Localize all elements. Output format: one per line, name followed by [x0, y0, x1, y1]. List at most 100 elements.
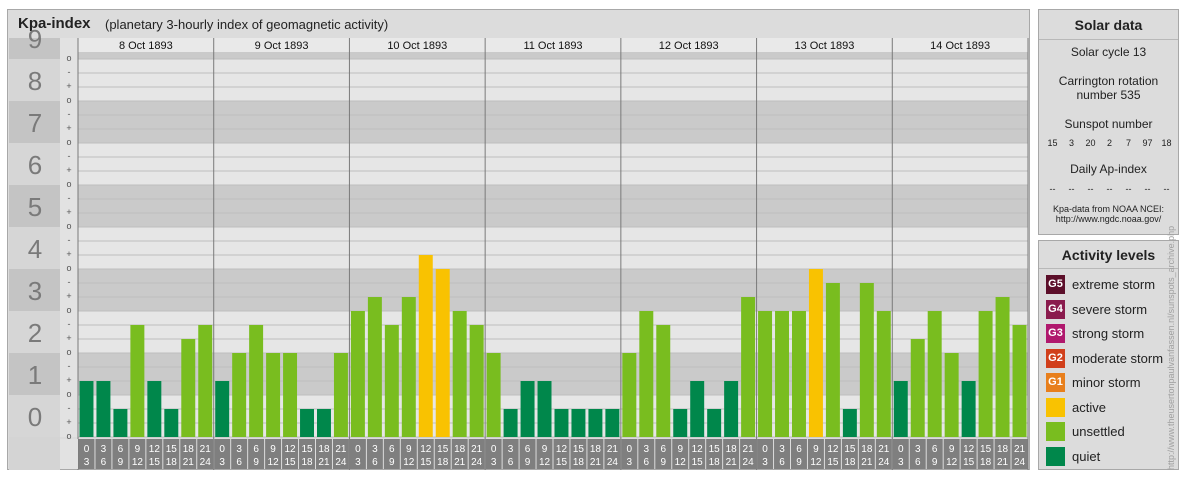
hour-label-start: 18 — [861, 444, 873, 455]
hour-label-box — [95, 439, 112, 469]
day-label: 13 Oct 1893 — [794, 40, 854, 52]
kp-bar — [113, 408, 128, 437]
kp-bar — [452, 311, 467, 437]
hour-label-end: 6 — [644, 457, 650, 468]
hour-label-end: 3 — [84, 457, 90, 468]
hour-label-end: 24 — [471, 457, 483, 468]
y-tick-label: 7 — [28, 108, 42, 138]
hour-label-start: 21 — [743, 444, 755, 455]
y-tick-label: 4 — [28, 234, 42, 264]
kp-bar — [384, 324, 399, 437]
kp-bar — [656, 324, 671, 437]
hour-label-box — [316, 439, 332, 469]
kp-bar — [198, 324, 213, 437]
minor-tick-label: - — [68, 109, 71, 119]
hour-label-box — [417, 439, 434, 469]
hour-label-end: 9 — [796, 457, 802, 468]
minor-tick-label: + — [66, 291, 71, 301]
level-label: strong storm — [1072, 326, 1145, 341]
hour-label-box — [502, 439, 519, 469]
kp-bar — [469, 324, 484, 437]
level-swatch: G1 — [1046, 373, 1065, 392]
ap-value: -- — [1144, 184, 1151, 194]
hour-label-box — [943, 439, 960, 469]
hour-label-start: 15 — [166, 444, 178, 455]
minor-tick-label: o — [66, 305, 71, 315]
kp-bar — [350, 311, 365, 437]
hour-label-box — [807, 439, 824, 469]
hour-label-box — [875, 439, 892, 469]
hour-label-box — [774, 439, 790, 469]
hour-label-end: 21 — [997, 457, 1009, 468]
kp-bar — [707, 408, 722, 437]
level-label: quiet — [1072, 448, 1101, 464]
hour-label-end: 9 — [253, 457, 259, 468]
kp-bar — [554, 408, 569, 437]
hour-label-box — [824, 439, 841, 469]
hour-label-box — [757, 439, 774, 469]
hour-axis-corner — [60, 439, 78, 469]
hour-label-start: 9 — [949, 444, 955, 455]
kp-bar — [825, 282, 840, 437]
hour-label-box — [1011, 439, 1028, 469]
hour-label-start: 15 — [573, 444, 585, 455]
kp-bar — [741, 297, 756, 437]
hour-label-box — [536, 439, 553, 469]
hour-label-start: 0 — [491, 444, 497, 455]
hour-label-box — [638, 439, 655, 469]
hour-label-start: 3 — [101, 444, 107, 455]
hour-label-end: 18 — [709, 457, 721, 468]
hour-label-end: 3 — [355, 457, 361, 468]
minor-tick-label: + — [66, 417, 71, 427]
minor-tick-label: o — [66, 95, 71, 105]
kp-bar — [910, 339, 925, 437]
kp-bar — [792, 311, 806, 437]
hour-label-start: 21 — [878, 444, 890, 455]
hour-label-start: 15 — [301, 444, 313, 455]
y-tick-label: 8 — [28, 66, 42, 96]
kp-bar — [995, 297, 1010, 437]
source-line-2: http://www.ngdc.noaa.gov/ — [1055, 214, 1162, 224]
band-8 — [78, 59, 1028, 101]
kp-bar — [164, 408, 179, 437]
hour-label-end: 3 — [491, 457, 497, 468]
minor-tick-label: + — [66, 333, 71, 343]
hour-label-end: 12 — [132, 457, 144, 468]
hour-label-box — [265, 439, 282, 469]
sunspot-value: 3 — [1068, 138, 1074, 148]
minor-tick-label: + — [66, 165, 71, 175]
minor-tick-label: - — [68, 277, 71, 287]
source-line-1: Kpa-data from NOAA NCEI: — [1052, 204, 1165, 214]
activity-levels-panel: Activity levels G5 extreme storm G4 severe … — [1038, 240, 1179, 470]
hour-label-start: 21 — [335, 444, 347, 455]
day-label: 9 Oct 1893 — [255, 40, 309, 52]
minor-tick-label: o — [66, 53, 71, 63]
hour-label-box — [400, 439, 417, 469]
hour-label-start: 15 — [980, 444, 992, 455]
minor-tick-label: - — [68, 319, 71, 329]
axis-band-3 — [9, 269, 60, 311]
day-header-strip — [78, 38, 1028, 52]
hour-label-box — [740, 439, 757, 469]
hour-label-start: 9 — [677, 444, 683, 455]
solar-title-divider — [1039, 39, 1178, 40]
hour-label-box — [197, 439, 214, 469]
hour-label-end: 12 — [539, 457, 551, 468]
hour-label-box — [604, 439, 621, 469]
hour-label-box — [332, 439, 349, 469]
kp-bar — [181, 339, 196, 437]
hour-label-start: 0 — [898, 444, 904, 455]
hour-label-end: 15 — [556, 457, 568, 468]
hour-label-box — [841, 439, 858, 469]
hour-label-end: 18 — [844, 457, 856, 468]
level-label: extreme storm — [1072, 277, 1156, 292]
level-swatch — [1046, 422, 1065, 441]
band-6 — [78, 143, 1028, 185]
hour-label-start: 15 — [437, 444, 449, 455]
kp-bar — [249, 324, 264, 437]
minor-tick-label: o — [66, 221, 71, 231]
kp-bar — [978, 311, 993, 437]
hour-label-box — [434, 439, 451, 469]
minor-tick-label: + — [66, 123, 71, 133]
hour-label-start: 6 — [253, 444, 259, 455]
